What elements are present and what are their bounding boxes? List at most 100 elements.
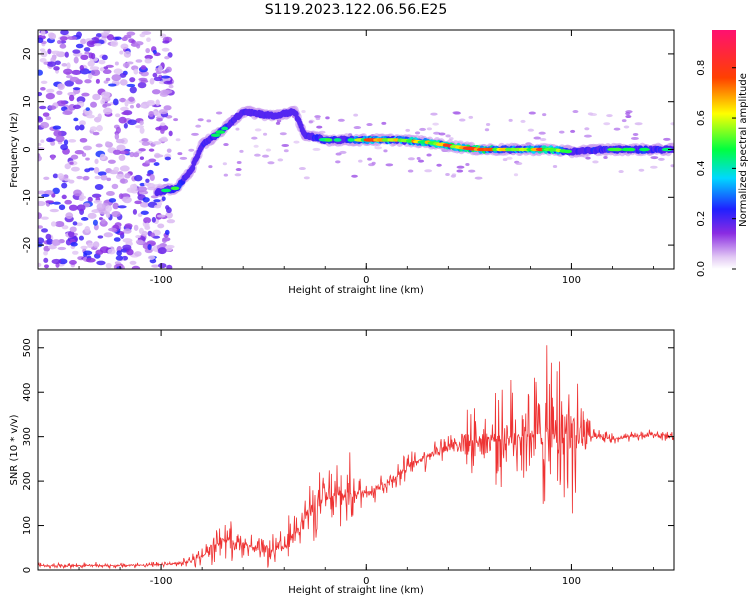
noise-blob xyxy=(105,205,113,212)
noise-blob xyxy=(115,173,125,180)
noise-blob xyxy=(100,218,106,225)
noise-blob xyxy=(603,122,611,126)
snr-x-tick-label: 100 xyxy=(562,576,581,587)
noise-blob xyxy=(81,92,90,97)
noise-blob xyxy=(129,183,138,190)
noise-blob xyxy=(502,158,508,162)
noise-blob xyxy=(177,152,183,156)
noise-blob xyxy=(445,173,450,177)
spectrogram-noise-field xyxy=(38,30,674,269)
noise-blob xyxy=(65,212,74,219)
spectrogram-ridge xyxy=(152,105,674,198)
noise-blob xyxy=(151,89,161,95)
noise-blob xyxy=(47,105,57,110)
noise-blob xyxy=(119,150,130,155)
snr-y-tick-label: 300 xyxy=(22,427,33,446)
noise-blob xyxy=(68,94,75,102)
noise-blob xyxy=(123,34,132,39)
snr-x-tick-label: -100 xyxy=(150,576,173,587)
noise-blob xyxy=(79,137,88,143)
noise-blob xyxy=(126,31,136,36)
noise-blob xyxy=(630,136,639,140)
noise-blob xyxy=(468,115,474,119)
noise-blob xyxy=(146,37,151,43)
noise-blob xyxy=(162,178,169,182)
noise-blob xyxy=(527,128,535,132)
noise-blob xyxy=(144,58,152,64)
noise-blob xyxy=(38,212,42,220)
noise-blob xyxy=(195,124,202,128)
noise-blob xyxy=(61,225,69,230)
noise-blob xyxy=(60,30,69,36)
noise-blob xyxy=(135,125,145,129)
spectrogram-y-ticks: -20 -10 0 10 20 xyxy=(22,48,674,253)
noise-blob xyxy=(61,182,68,189)
noise-blob xyxy=(72,104,81,110)
noise-blob xyxy=(122,196,132,204)
noise-blob xyxy=(165,66,172,73)
noise-blob xyxy=(139,156,145,160)
noise-blob xyxy=(45,92,55,100)
ridge-peak xyxy=(639,147,650,152)
snr-panel: -100 0 100 0 100 200 300 400 500 Height of stra… xyxy=(9,329,675,596)
noise-blob xyxy=(119,50,124,55)
noise-blob xyxy=(106,34,114,41)
noise-blob xyxy=(76,31,82,38)
noise-blob xyxy=(140,210,149,215)
noise-blob xyxy=(116,144,126,152)
snr-series-line xyxy=(38,345,674,570)
noise-blob xyxy=(100,98,106,105)
noise-blob xyxy=(485,122,491,126)
noise-blob xyxy=(153,162,160,166)
noise-blob xyxy=(76,204,86,212)
noise-blob xyxy=(51,239,61,246)
noise-blob xyxy=(407,169,414,173)
noise-blob xyxy=(107,159,116,164)
noise-blob xyxy=(298,167,306,171)
noise-blob xyxy=(99,67,105,72)
noise-blob xyxy=(621,119,627,123)
noise-blob xyxy=(234,173,242,177)
noise-blob xyxy=(94,175,101,180)
noise-blob xyxy=(80,38,87,45)
noise-blob xyxy=(99,153,106,161)
noise-blob xyxy=(513,173,519,177)
noise-blob xyxy=(79,124,85,131)
snr-frame xyxy=(37,329,675,571)
noise-blob xyxy=(144,248,153,254)
noise-blob xyxy=(124,223,133,229)
noise-blob xyxy=(142,197,150,203)
noise-blob xyxy=(134,200,142,205)
noise-blob xyxy=(179,156,188,160)
noise-blob xyxy=(43,250,48,256)
noise-blob xyxy=(79,120,86,126)
noise-blob xyxy=(64,199,72,205)
noise-blob xyxy=(351,174,358,178)
noise-blob xyxy=(48,138,56,142)
noise-blob xyxy=(436,163,442,167)
noise-blob xyxy=(160,128,165,134)
noise-blob xyxy=(101,91,111,99)
noise-blob xyxy=(97,235,104,239)
noise-blob xyxy=(88,52,94,59)
noise-blob xyxy=(139,120,144,126)
noise-blob xyxy=(61,62,68,67)
noise-blob xyxy=(160,122,166,127)
noise-blob xyxy=(114,36,122,41)
noise-blob xyxy=(82,145,92,151)
colorbar-tick-label: 0.4 xyxy=(696,160,707,176)
snr-y-tick-label: 0 xyxy=(22,567,33,573)
noise-blob xyxy=(68,139,77,143)
noise-blob xyxy=(137,82,147,89)
noise-blob xyxy=(508,118,513,122)
noise-blob xyxy=(584,127,590,131)
noise-blob xyxy=(281,143,289,147)
noise-blob xyxy=(353,113,359,117)
noise-blob xyxy=(156,214,166,218)
spectrogram-y-tick-label: 10 xyxy=(22,95,33,108)
noise-blob xyxy=(44,190,54,195)
noise-blob xyxy=(161,75,171,79)
noise-blob xyxy=(451,173,457,177)
noise-blob xyxy=(81,152,87,157)
